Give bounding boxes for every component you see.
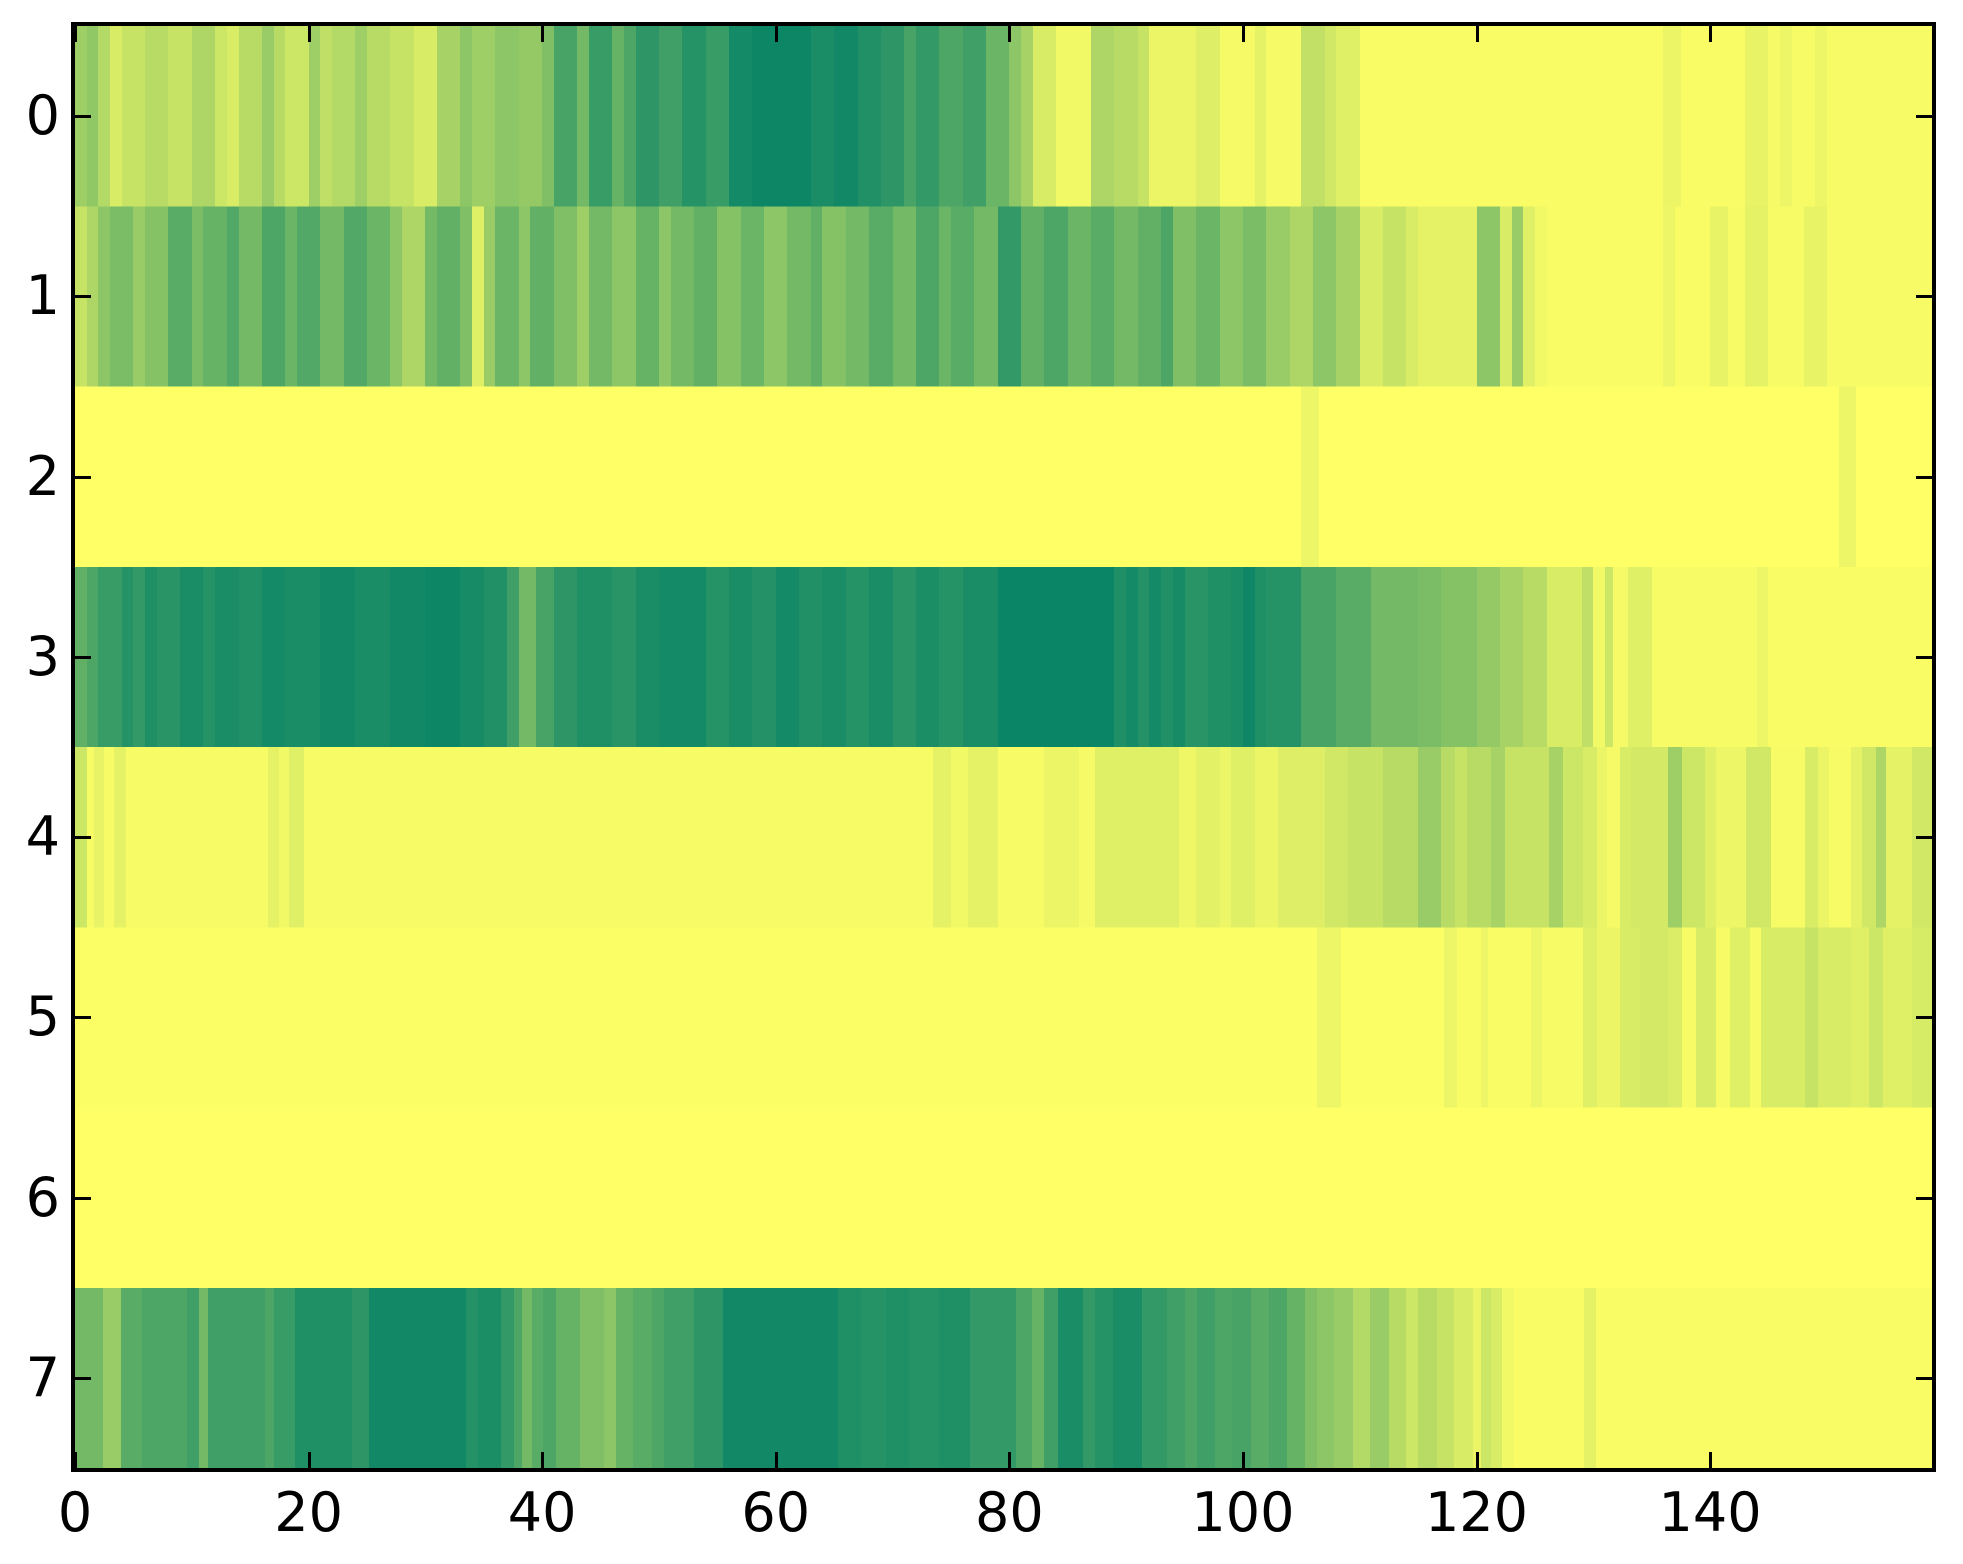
x-tick-mark <box>541 26 544 42</box>
y-tick-label: 6 <box>25 1165 60 1229</box>
x-tick-mark <box>1476 1452 1479 1468</box>
x-tick-mark <box>1242 1452 1245 1468</box>
y-tick-label: 3 <box>25 624 60 688</box>
y-tick-mark <box>75 1197 91 1200</box>
y-tick-mark <box>75 115 91 118</box>
y-tick-mark <box>75 836 91 839</box>
y-tick-label: 1 <box>25 264 60 328</box>
y-tick-label: 7 <box>25 1345 60 1409</box>
x-tick-mark <box>1008 1452 1011 1468</box>
x-tick-label: 40 <box>507 1481 577 1544</box>
y-tick-mark <box>1916 1377 1932 1380</box>
x-tick-label: 100 <box>1191 1481 1295 1544</box>
plot-frame <box>71 22 1936 1472</box>
y-tick-mark <box>1916 1016 1932 1019</box>
heatmap-canvas <box>75 26 1932 1468</box>
x-tick-mark <box>775 1452 778 1468</box>
x-tick-label: 0 <box>57 1481 93 1544</box>
y-tick-mark <box>75 1377 91 1380</box>
y-tick-mark <box>75 1016 91 1019</box>
y-tick-mark <box>1916 656 1932 659</box>
x-tick-label: 120 <box>1424 1481 1529 1544</box>
y-tick-label: 5 <box>25 985 60 1049</box>
x-tick-label: 80 <box>974 1481 1044 1544</box>
x-tick-label: 20 <box>274 1481 343 1544</box>
x-tick-mark <box>75 1452 77 1468</box>
x-tick-mark <box>1476 26 1479 42</box>
y-tick-label: 4 <box>25 805 60 869</box>
plot-area <box>75 26 1932 1468</box>
y-tick-mark <box>75 656 91 659</box>
y-tick-mark <box>1916 115 1932 118</box>
y-tick-mark <box>75 476 91 479</box>
y-tick-mark <box>1916 476 1932 479</box>
x-tick-label: 60 <box>741 1481 811 1544</box>
x-tick-mark <box>308 26 311 42</box>
x-tick-mark <box>1008 26 1011 42</box>
x-tick-mark <box>541 1452 544 1468</box>
x-tick-label: 140 <box>1658 1481 1762 1544</box>
y-tick-mark <box>1916 295 1932 298</box>
x-tick-mark <box>775 26 778 42</box>
x-tick-mark <box>1709 1452 1712 1468</box>
y-tick-mark <box>75 295 91 298</box>
x-tick-mark <box>75 26 77 42</box>
y-tick-label: 2 <box>25 444 60 508</box>
x-tick-mark <box>1709 26 1712 42</box>
x-tick-mark <box>308 1452 311 1468</box>
y-tick-mark <box>1916 1197 1932 1200</box>
x-tick-mark <box>1242 26 1245 42</box>
y-tick-label: 0 <box>25 84 60 148</box>
y-tick-mark <box>1916 836 1932 839</box>
